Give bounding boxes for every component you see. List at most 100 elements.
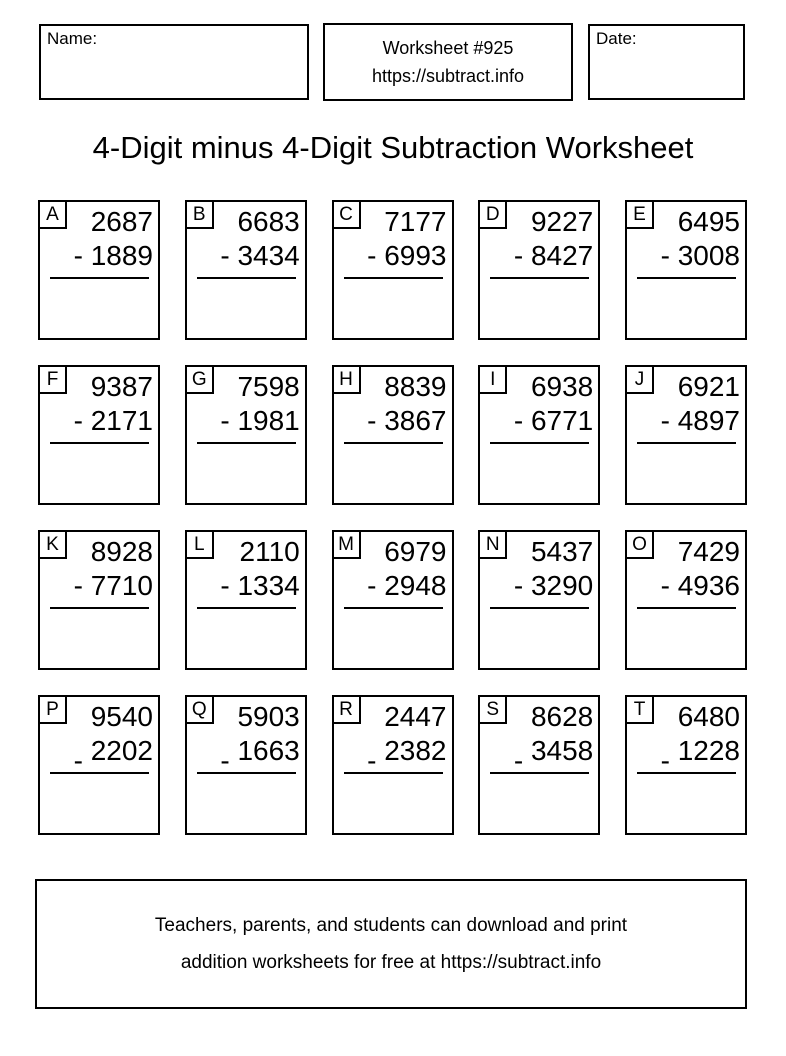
problem-cell: G 7598 - 1981 bbox=[184, 365, 307, 505]
problem-letter: L bbox=[184, 530, 214, 559]
problem-cell: K 8928 - 7710 bbox=[38, 530, 160, 670]
problem-cell: J 6921 - 4897 bbox=[625, 365, 747, 505]
problem-cell: E 6495 - 3008 bbox=[625, 200, 747, 340]
subtrahend-row: - 2382 bbox=[334, 734, 452, 776]
minus-operator-icon: - bbox=[513, 570, 524, 601]
answer-space bbox=[187, 444, 305, 500]
problem-cell: B 6683 - 3434 bbox=[184, 200, 307, 340]
answer-line bbox=[637, 607, 736, 609]
answer-line bbox=[196, 277, 296, 279]
answer-space bbox=[480, 774, 598, 830]
subtrahend-row: - 2948 bbox=[334, 569, 452, 603]
minus-operator-icon: - bbox=[73, 405, 83, 436]
subtrahend-row: - 4936 bbox=[627, 569, 745, 603]
subtrahend-row: - 8427 bbox=[480, 239, 598, 273]
page-title: 4-Digit minus 4-Digit Subtraction Worksh… bbox=[92, 130, 694, 165]
minuend: 7177 bbox=[384, 206, 447, 237]
problem-letter: B bbox=[184, 200, 214, 229]
problem-cell: A 2687 - 1889 bbox=[38, 200, 160, 340]
subtrahend-row: - 1981 bbox=[187, 404, 305, 438]
problem-letter: H bbox=[331, 365, 361, 394]
answer-space bbox=[480, 279, 598, 335]
worksheet-number: Worksheet #925 bbox=[382, 38, 514, 58]
name-label: Name: bbox=[47, 29, 98, 48]
minuend: 2687 bbox=[90, 206, 153, 237]
answer-line bbox=[50, 442, 149, 444]
minuend: 2110 bbox=[239, 536, 300, 567]
answer-line bbox=[637, 277, 736, 279]
minus-operator-icon: - bbox=[73, 744, 83, 776]
subtrahend: 1889 bbox=[90, 240, 153, 271]
answer-space bbox=[627, 444, 745, 500]
minus-operator-icon: - bbox=[367, 240, 377, 271]
subtrahend: 2382 bbox=[384, 735, 447, 766]
minus-operator-icon: - bbox=[220, 240, 230, 271]
problem-letter: C bbox=[331, 200, 361, 229]
answer-line bbox=[343, 277, 443, 279]
problem-letter: F bbox=[38, 365, 67, 394]
subtrahend-row: - 1334 bbox=[187, 569, 305, 603]
minus-operator-icon: - bbox=[660, 240, 670, 271]
problem-cell: Q 5903 - 1663 bbox=[184, 695, 307, 835]
answer-space bbox=[480, 444, 598, 500]
date-label: Date: bbox=[596, 29, 637, 48]
problem-letter: Q bbox=[184, 695, 214, 724]
problem-letter: G bbox=[184, 365, 214, 394]
answer-space bbox=[187, 774, 305, 830]
subtrahend: 4936 bbox=[677, 570, 740, 601]
problem-letter: P bbox=[38, 695, 67, 724]
subtrahend: 3290 bbox=[530, 570, 594, 601]
minus-operator-icon: - bbox=[220, 744, 230, 776]
problem-letter: M bbox=[331, 530, 361, 559]
answer-line bbox=[343, 772, 443, 774]
minuend: 2447 bbox=[384, 701, 447, 732]
answer-space bbox=[40, 609, 158, 665]
subtrahend-row: - 3434 bbox=[187, 239, 305, 273]
minus-operator-icon: - bbox=[220, 570, 230, 601]
minuend: 5903 bbox=[237, 701, 300, 732]
minus-operator-icon: - bbox=[513, 240, 524, 271]
problems-grid: A 2687 - 1889 B 6683 - 3434 C 7177 - 699… bbox=[38, 200, 747, 835]
worksheet-info-box: Worksheet #925 https://subtract.info bbox=[323, 23, 573, 101]
minuend: 9387 bbox=[90, 371, 153, 402]
minus-operator-icon: - bbox=[660, 744, 670, 776]
minus-operator-icon: - bbox=[367, 405, 377, 436]
problem-cell: T 6480 - 1228 bbox=[625, 695, 747, 835]
answer-space bbox=[40, 279, 158, 335]
answer-space bbox=[334, 774, 452, 830]
subtrahend: 6993 bbox=[384, 240, 447, 271]
answer-space bbox=[627, 609, 745, 665]
problem-letter: T bbox=[625, 695, 654, 724]
answer-space bbox=[334, 444, 452, 500]
subtrahend: 2202 bbox=[90, 735, 153, 766]
problem-cell: I 6938 - 6771 bbox=[478, 365, 601, 505]
subtrahend-row: - 7710 bbox=[40, 569, 158, 603]
footer-line1: Teachers, parents, and students can down… bbox=[154, 915, 628, 936]
minuend: 6683 bbox=[237, 206, 300, 237]
problem-letter: A bbox=[38, 200, 67, 229]
answer-space bbox=[187, 279, 305, 335]
problem-cell: L 2110 - 1334 bbox=[184, 530, 307, 670]
subtrahend-row: - 3867 bbox=[334, 404, 452, 438]
answer-line bbox=[490, 442, 590, 444]
answer-line bbox=[490, 772, 590, 774]
subtrahend-row: - 3290 bbox=[480, 569, 598, 603]
answer-line bbox=[490, 277, 590, 279]
subtrahend: 6771 bbox=[530, 405, 594, 436]
footer-box: Teachers, parents, and students can down… bbox=[35, 879, 747, 1009]
answer-space bbox=[187, 609, 305, 665]
answer-space bbox=[627, 279, 745, 335]
problem-cell: C 7177 - 6993 bbox=[331, 200, 454, 340]
minuend: 7429 bbox=[677, 536, 740, 567]
answer-line bbox=[343, 442, 443, 444]
subtrahend-row: - 1228 bbox=[627, 734, 745, 776]
problem-letter: N bbox=[478, 530, 508, 559]
problem-cell: N 5437 - 3290 bbox=[478, 530, 601, 670]
problem-cell: H 8839 - 3867 bbox=[331, 365, 454, 505]
problem-cell: O 7429 - 4936 bbox=[625, 530, 747, 670]
subtrahend: 1228 bbox=[677, 735, 740, 766]
minuend: 8928 bbox=[90, 536, 153, 567]
answer-space bbox=[480, 609, 598, 665]
subtrahend-row: - 2202 bbox=[40, 734, 158, 776]
subtrahend: 2171 bbox=[90, 405, 153, 436]
